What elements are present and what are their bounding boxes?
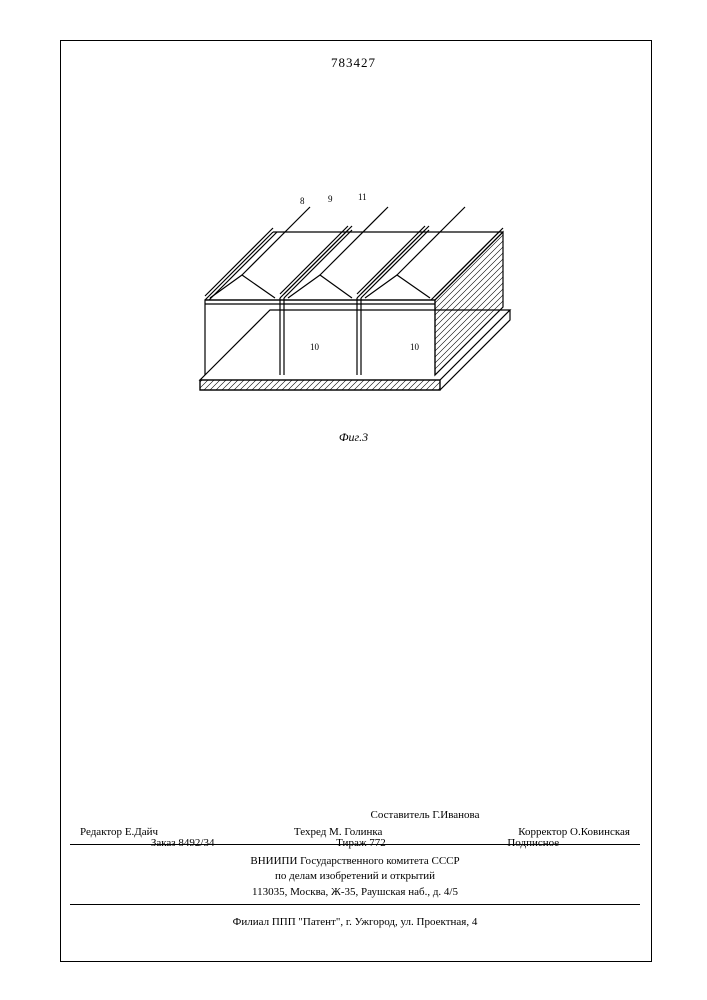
tirage-cell: Тираж 772 — [336, 836, 386, 851]
compiler-line: Составитель Г.Иванова — [210, 807, 640, 824]
document-number: 783427 — [331, 55, 376, 71]
org-line1: ВНИИПИ Государственного комитета СССР — [70, 854, 640, 869]
figure-caption: Фиг.3 — [339, 430, 368, 445]
order-row: Заказ 8492/34 Тираж 772 Подписное — [70, 834, 640, 853]
order-no: 8492/34 — [178, 837, 214, 849]
ref-label-10b: 10 — [410, 342, 419, 352]
ref-label-11: 11 — [358, 192, 367, 202]
technical-figure: 8 9 11 10 10 — [180, 180, 520, 420]
tirage-val: 772 — [369, 837, 386, 849]
order-block: Заказ 8492/34 Тираж 772 Подписное ВНИИПИ… — [70, 834, 640, 905]
subscription: Подписное — [507, 836, 559, 851]
compiler-name: Г.Иванова — [432, 809, 479, 821]
ref-label-10a: 10 — [310, 342, 319, 352]
tirage-label: Тираж — [336, 837, 366, 849]
ref-label-9: 9 — [328, 194, 333, 204]
ref-label-8: 8 — [300, 196, 305, 206]
compiler-label: Составитель — [371, 809, 430, 821]
filial-line: Филиал ППП "Патент", г. Ужгород, ул. Про… — [70, 912, 640, 928]
order-label: Заказ — [151, 837, 176, 849]
org-line2: по делам изобретений и открытий — [70, 869, 640, 884]
order-cell: Заказ 8492/34 — [151, 836, 215, 851]
org-address: 113035, Москва, Ж-35, Раушская наб., д. … — [70, 885, 640, 900]
